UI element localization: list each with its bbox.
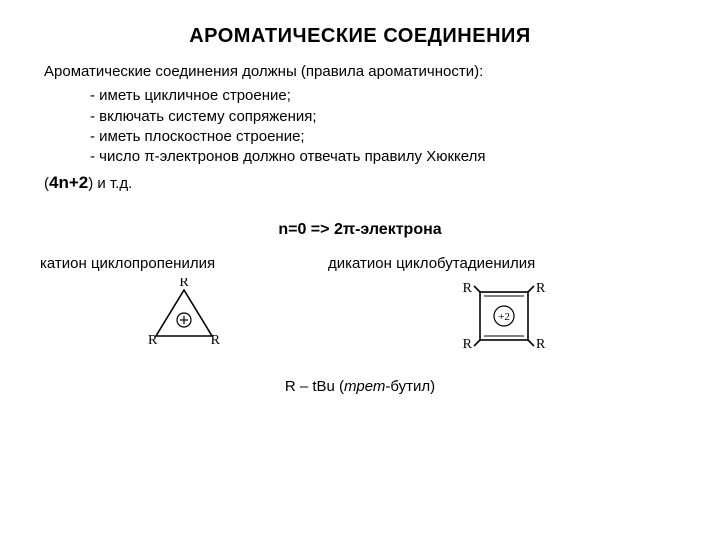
svg-text:R: R — [148, 333, 158, 348]
page-title: АРОМАТИЧЕСКИЕ СОЕДИНЕНИЯ — [40, 25, 680, 48]
diagrams-row: R R R +2 R R R R — [40, 278, 680, 374]
footnote: R – tBu (трет-бутил) — [40, 378, 680, 395]
cyclopropenyl-cation-icon: R R R — [144, 278, 224, 352]
footnote-ital: трет — [344, 378, 385, 395]
svg-text:+2: +2 — [498, 311, 510, 323]
slide: АРОМАТИЧЕСКИЕ СОЕДИНЕНИЯ Ароматические с… — [0, 0, 720, 540]
ion-left-label: катион циклопропенилия — [40, 255, 328, 272]
rules-list: - иметь цикличное строение; - включать с… — [90, 86, 680, 167]
svg-text:R: R — [179, 278, 189, 290]
footnote-text: R – tBu ( — [285, 378, 344, 395]
svg-text:R: R — [536, 337, 546, 352]
cyclobutadienyl-dication-icon: +2 R R R R — [458, 278, 550, 356]
huckel-close: ) и т.д. — [88, 175, 132, 192]
svg-text:R: R — [536, 281, 546, 296]
footnote-text: -бутил) — [385, 378, 435, 395]
ion-labels-row: катион циклопропенилия дикатион циклобут… — [40, 255, 680, 272]
svg-text:R: R — [463, 281, 473, 296]
triangle-cell: R R R — [40, 278, 328, 352]
rule-item: - иметь цикличное строение; — [90, 86, 680, 106]
huckel-line: (4n+2) и т.д. — [44, 173, 676, 193]
rule-item: - включать систему сопряжения; — [90, 107, 680, 127]
square-cell: +2 R R R R — [328, 278, 680, 356]
rule-item: - число π-электронов должно отвечать пра… — [90, 147, 680, 167]
rule-item: - иметь плоскостное строение; — [90, 127, 680, 147]
lead-text: Ароматические соединения должны (правила… — [44, 62, 676, 82]
subhead: n=0 => 2π-электрона — [40, 221, 680, 239]
ion-right-label: дикатион циклобутадиенилия — [328, 255, 680, 272]
svg-text:R: R — [463, 337, 473, 352]
svg-text:R: R — [211, 333, 221, 348]
huckel-formula: 4n+2 — [49, 173, 88, 192]
